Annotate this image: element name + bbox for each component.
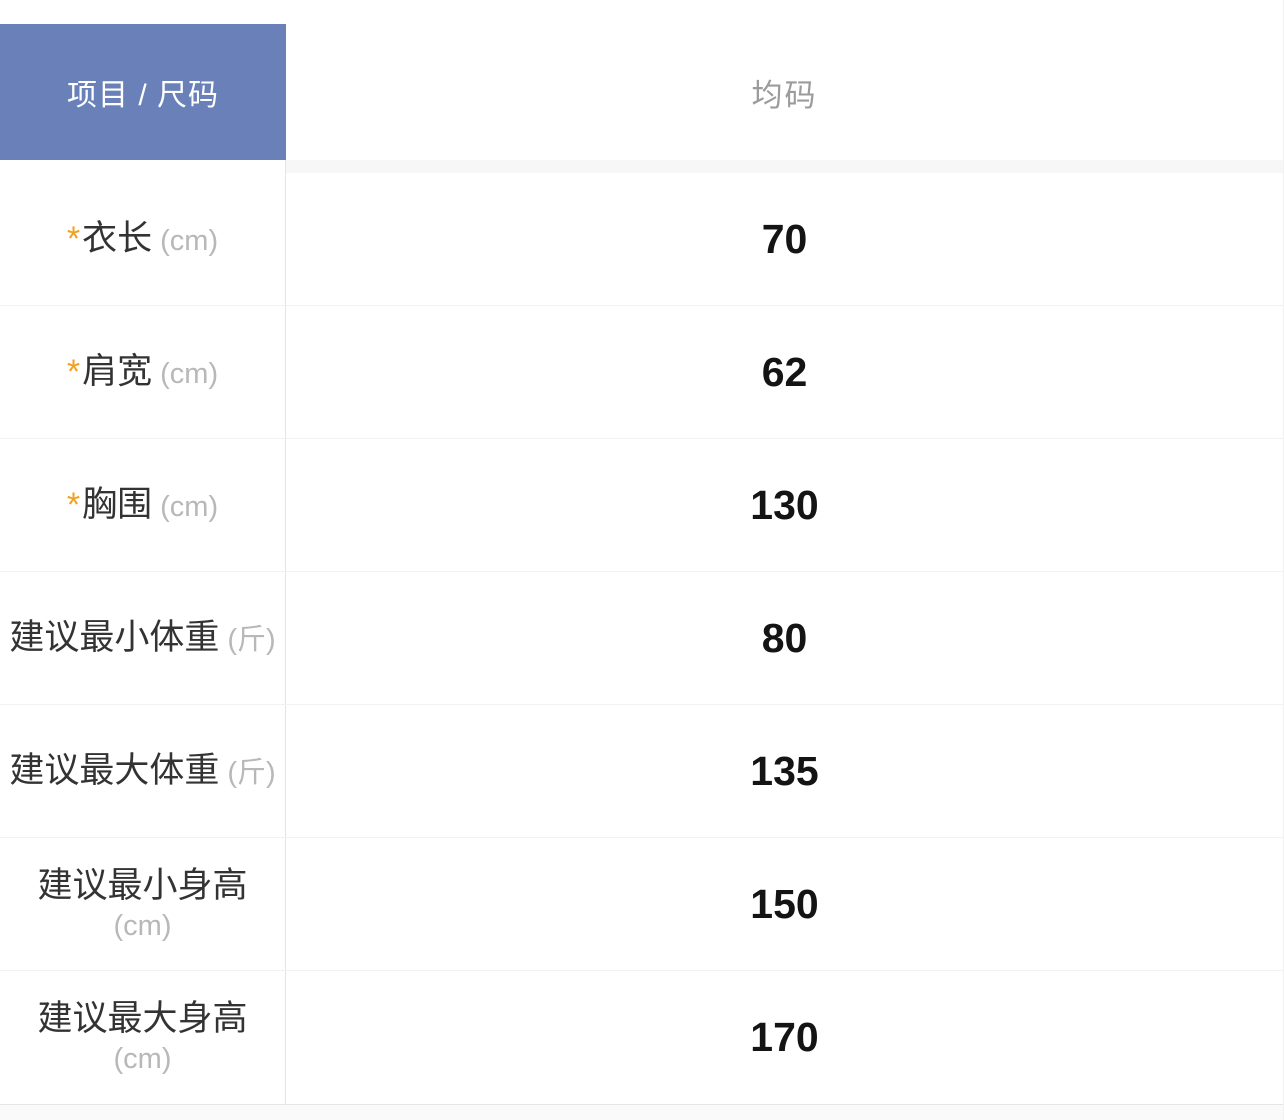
row-label: 建议最大体重 (9, 751, 220, 790)
row-label-wrap: *建议最大身高 (37, 998, 247, 1040)
required-asterisk: * (66, 353, 81, 391)
row-label-wrap: *肩宽 (67, 351, 152, 393)
table-row: *肩宽 (cm) 62 (0, 306, 1283, 439)
row-value-cell: 170 (286, 971, 1283, 1104)
row-value-cell: 150 (286, 838, 1283, 970)
row-label-cell: *建议最小身高 (cm) (0, 838, 286, 970)
row-label: 衣长 (82, 219, 153, 258)
row-unit-label: (cm) (160, 358, 219, 390)
header-divider-band (0, 160, 1283, 173)
row-label: 胸围 (82, 485, 153, 524)
row-label-wrap: *建议最大体重 (9, 750, 219, 792)
row-value: 150 (750, 880, 819, 927)
row-value: 130 (750, 481, 819, 528)
table-row: *胸围 (cm) 130 (0, 439, 1283, 572)
row-value-cell: 130 (286, 439, 1283, 571)
row-unit-label: (cm) (113, 909, 172, 942)
table-footer-band (0, 1104, 1283, 1120)
required-asterisk: * (66, 220, 81, 258)
table-row: *建议最大身高 (cm) 170 (0, 971, 1283, 1104)
corner-header-cell: 项目 / 尺码 (0, 24, 286, 160)
row-value: 80 (761, 614, 808, 661)
row-label-cell: *建议最小体重 (斤) (0, 572, 286, 704)
row-value: 62 (761, 348, 808, 395)
row-unit-label: (斤) (227, 624, 276, 656)
row-value-cell: 135 (286, 705, 1283, 837)
size-column-header-cell: 均码 (286, 24, 1283, 160)
row-value-cell: 80 (286, 572, 1283, 704)
table-row: *建议最大体重 (斤) 135 (0, 705, 1283, 838)
row-unit-label: (斤) (227, 757, 276, 789)
row-label-cell: *胸围 (cm) (0, 439, 286, 571)
row-label: 肩宽 (82, 352, 153, 391)
row-value-cell: 62 (286, 306, 1283, 438)
row-unit-label: (cm) (160, 225, 219, 257)
row-label-wrap: *衣长 (67, 218, 152, 260)
row-label: 建议最小体重 (9, 618, 220, 657)
table-row: *衣长 (cm) 70 (0, 173, 1283, 306)
row-unit-label: (cm) (160, 491, 219, 523)
row-value: 170 (750, 1014, 819, 1060)
row-value-cell: 70 (286, 173, 1283, 305)
required-asterisk: * (66, 486, 81, 524)
row-value: 135 (750, 747, 819, 794)
table-body: *衣长 (cm) 70 *肩宽 (cm) 62 *胸围 (cm) 130 *建议… (0, 173, 1283, 1104)
row-label-cell: *肩宽 (cm) (0, 306, 286, 438)
row-label-cell: *建议最大身高 (cm) (0, 971, 286, 1104)
row-label-wrap: *建议最小体重 (9, 617, 219, 659)
row-label-cell: *衣长 (cm) (0, 173, 286, 305)
row-label-cell: *建议最大体重 (斤) (0, 705, 286, 837)
row-label: 建议最小身高 (37, 865, 248, 905)
header-divider-left (0, 160, 286, 173)
row-value: 70 (761, 215, 808, 262)
table-row: *建议最小体重 (斤) 80 (0, 572, 1283, 705)
top-gap (0, 0, 1283, 24)
table-header-row: 项目 / 尺码 均码 (0, 24, 1283, 160)
row-label-wrap: *胸围 (67, 484, 152, 526)
row-label-wrap: *建议最小身高 (37, 865, 247, 907)
header-divider-right (286, 160, 1283, 173)
size-column-header-label: 均码 (751, 77, 818, 113)
row-label: 建议最大身高 (37, 999, 248, 1039)
table-row: *建议最小身高 (cm) 150 (0, 838, 1283, 971)
corner-header-label: 项目 / 尺码 (66, 79, 219, 112)
row-unit-label: (cm) (113, 1043, 172, 1076)
